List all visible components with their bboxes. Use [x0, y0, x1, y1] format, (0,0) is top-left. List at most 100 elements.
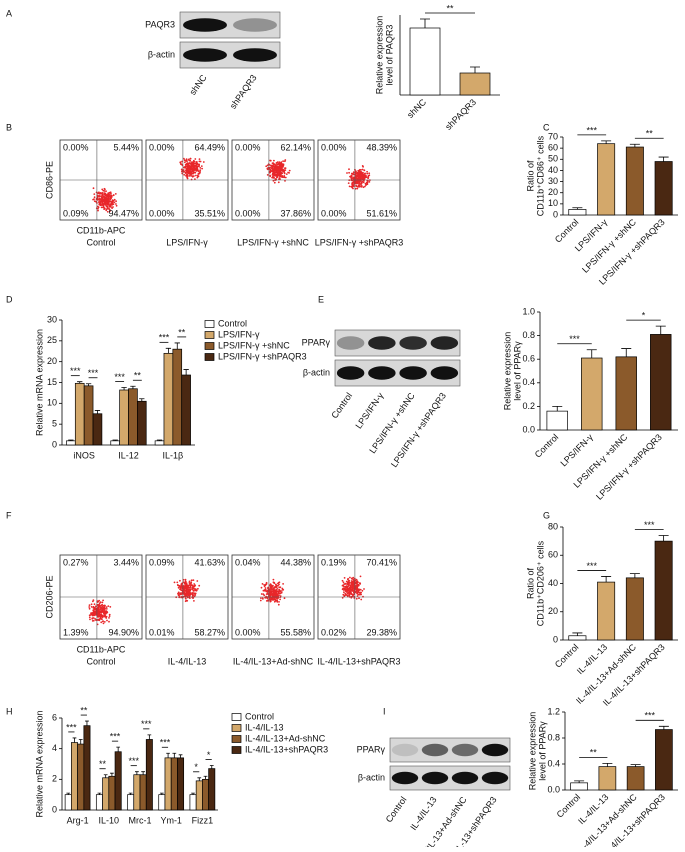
event-dot — [366, 181, 369, 184]
legend-label: IL-4/IL-13+Ad-shNC — [245, 733, 326, 743]
y-axis-label: Relative expression — [527, 712, 537, 791]
event-dot — [352, 187, 354, 190]
event-dot — [180, 163, 182, 165]
event-dot — [106, 206, 109, 209]
event-dot — [180, 586, 182, 588]
significance-label: * — [194, 762, 198, 772]
blot-lane-label: shNC — [187, 72, 208, 97]
event-dot — [280, 172, 283, 175]
event-dot — [195, 174, 197, 177]
event-dot — [190, 593, 192, 595]
event-dot — [106, 210, 109, 213]
event-dot — [101, 191, 104, 194]
event-dot — [267, 168, 269, 171]
significance-label: *** — [586, 125, 597, 135]
event-dot — [112, 203, 115, 206]
y-tick-label: 30 — [548, 176, 558, 186]
event-dot — [183, 173, 186, 176]
event-dot — [106, 619, 108, 622]
event-dot — [345, 594, 348, 596]
event-dot — [269, 590, 271, 593]
y-tick-label: 60 — [548, 550, 558, 560]
flow-plot: 0.09% 41.63% 0.01% 58.27% — [145, 554, 229, 640]
event-dot — [115, 203, 117, 205]
event-dot — [341, 584, 344, 587]
error-bar — [586, 349, 597, 359]
event-dot — [273, 590, 275, 592]
flow-plot: 0.04% 44.38% 0.00% 55.58% — [231, 554, 315, 640]
error-bar — [147, 734, 152, 740]
event-dot — [359, 575, 362, 578]
bar — [625, 577, 644, 641]
event-dot — [185, 163, 188, 166]
bar — [83, 725, 91, 811]
event-dot — [272, 177, 275, 179]
event-dot — [266, 597, 269, 600]
event-dot — [279, 178, 281, 181]
event-dot — [362, 181, 365, 183]
blot-band — [233, 48, 277, 62]
event-dot — [284, 176, 287, 179]
event-dot — [104, 605, 106, 607]
y-tick-label: 0 — [553, 209, 558, 219]
event-dot — [193, 583, 196, 585]
error-bar — [85, 720, 89, 726]
blot-band — [336, 336, 365, 350]
blot-lane-label: LPS/IFN-γ — [353, 390, 385, 430]
event-dot — [106, 199, 109, 202]
legend-label: LPS/IFN-γ — [218, 329, 260, 339]
event-dot — [345, 587, 347, 589]
event-dot — [100, 206, 103, 209]
event-dot — [343, 595, 346, 598]
flow-x-label: CD11b-APC — [77, 644, 126, 654]
event-dot — [102, 622, 105, 625]
event-dot — [99, 614, 102, 617]
event-dot — [282, 583, 284, 585]
event-dot — [199, 169, 202, 172]
event-dot — [277, 170, 280, 173]
error-bar — [602, 762, 613, 767]
event-dot — [105, 617, 108, 619]
event-dot — [279, 598, 281, 601]
event-dot — [278, 173, 280, 175]
event-dot — [106, 201, 108, 204]
event-dot — [268, 584, 271, 587]
event-dot — [359, 182, 361, 185]
event-dot — [357, 581, 359, 584]
event-dot — [92, 605, 95, 608]
event-dot — [92, 187, 95, 190]
event-dot — [110, 197, 112, 200]
event-dot — [108, 206, 111, 208]
panel-label: E — [318, 294, 324, 304]
event-dot — [186, 587, 189, 590]
event-dot — [99, 204, 102, 207]
event-dot — [190, 174, 192, 177]
event-dot — [345, 589, 348, 591]
error-bar — [165, 347, 172, 354]
event-dot — [279, 592, 281, 595]
event-dot — [350, 577, 353, 580]
y-tick-label: 1.2 — [547, 706, 560, 716]
y-tick-label: 10 — [548, 198, 558, 208]
event-dot — [103, 613, 105, 615]
flow-plot: 0.19% 70.41% 0.02% 29.38% — [317, 554, 401, 640]
event-dot — [191, 175, 194, 178]
y-axis-label: level of PPARγ — [512, 341, 522, 401]
event-dot — [198, 165, 200, 168]
event-dot — [94, 605, 97, 608]
event-dot — [98, 200, 100, 203]
y-axis-label: level of PAQR3 — [384, 25, 394, 86]
bar — [64, 794, 72, 811]
event-dot — [181, 592, 183, 594]
legend-swatch — [204, 320, 215, 328]
event-dot — [197, 587, 199, 590]
event-dot — [352, 173, 354, 176]
y-axis-label: CD11b⁺CD86⁺ cells — [535, 135, 545, 216]
event-dot — [185, 171, 188, 174]
event-dot — [272, 578, 275, 581]
event-dot — [90, 606, 93, 608]
blot-row-label: PPARγ — [302, 337, 331, 347]
bar — [177, 757, 185, 811]
bar — [137, 400, 147, 446]
event-dot — [115, 200, 117, 203]
